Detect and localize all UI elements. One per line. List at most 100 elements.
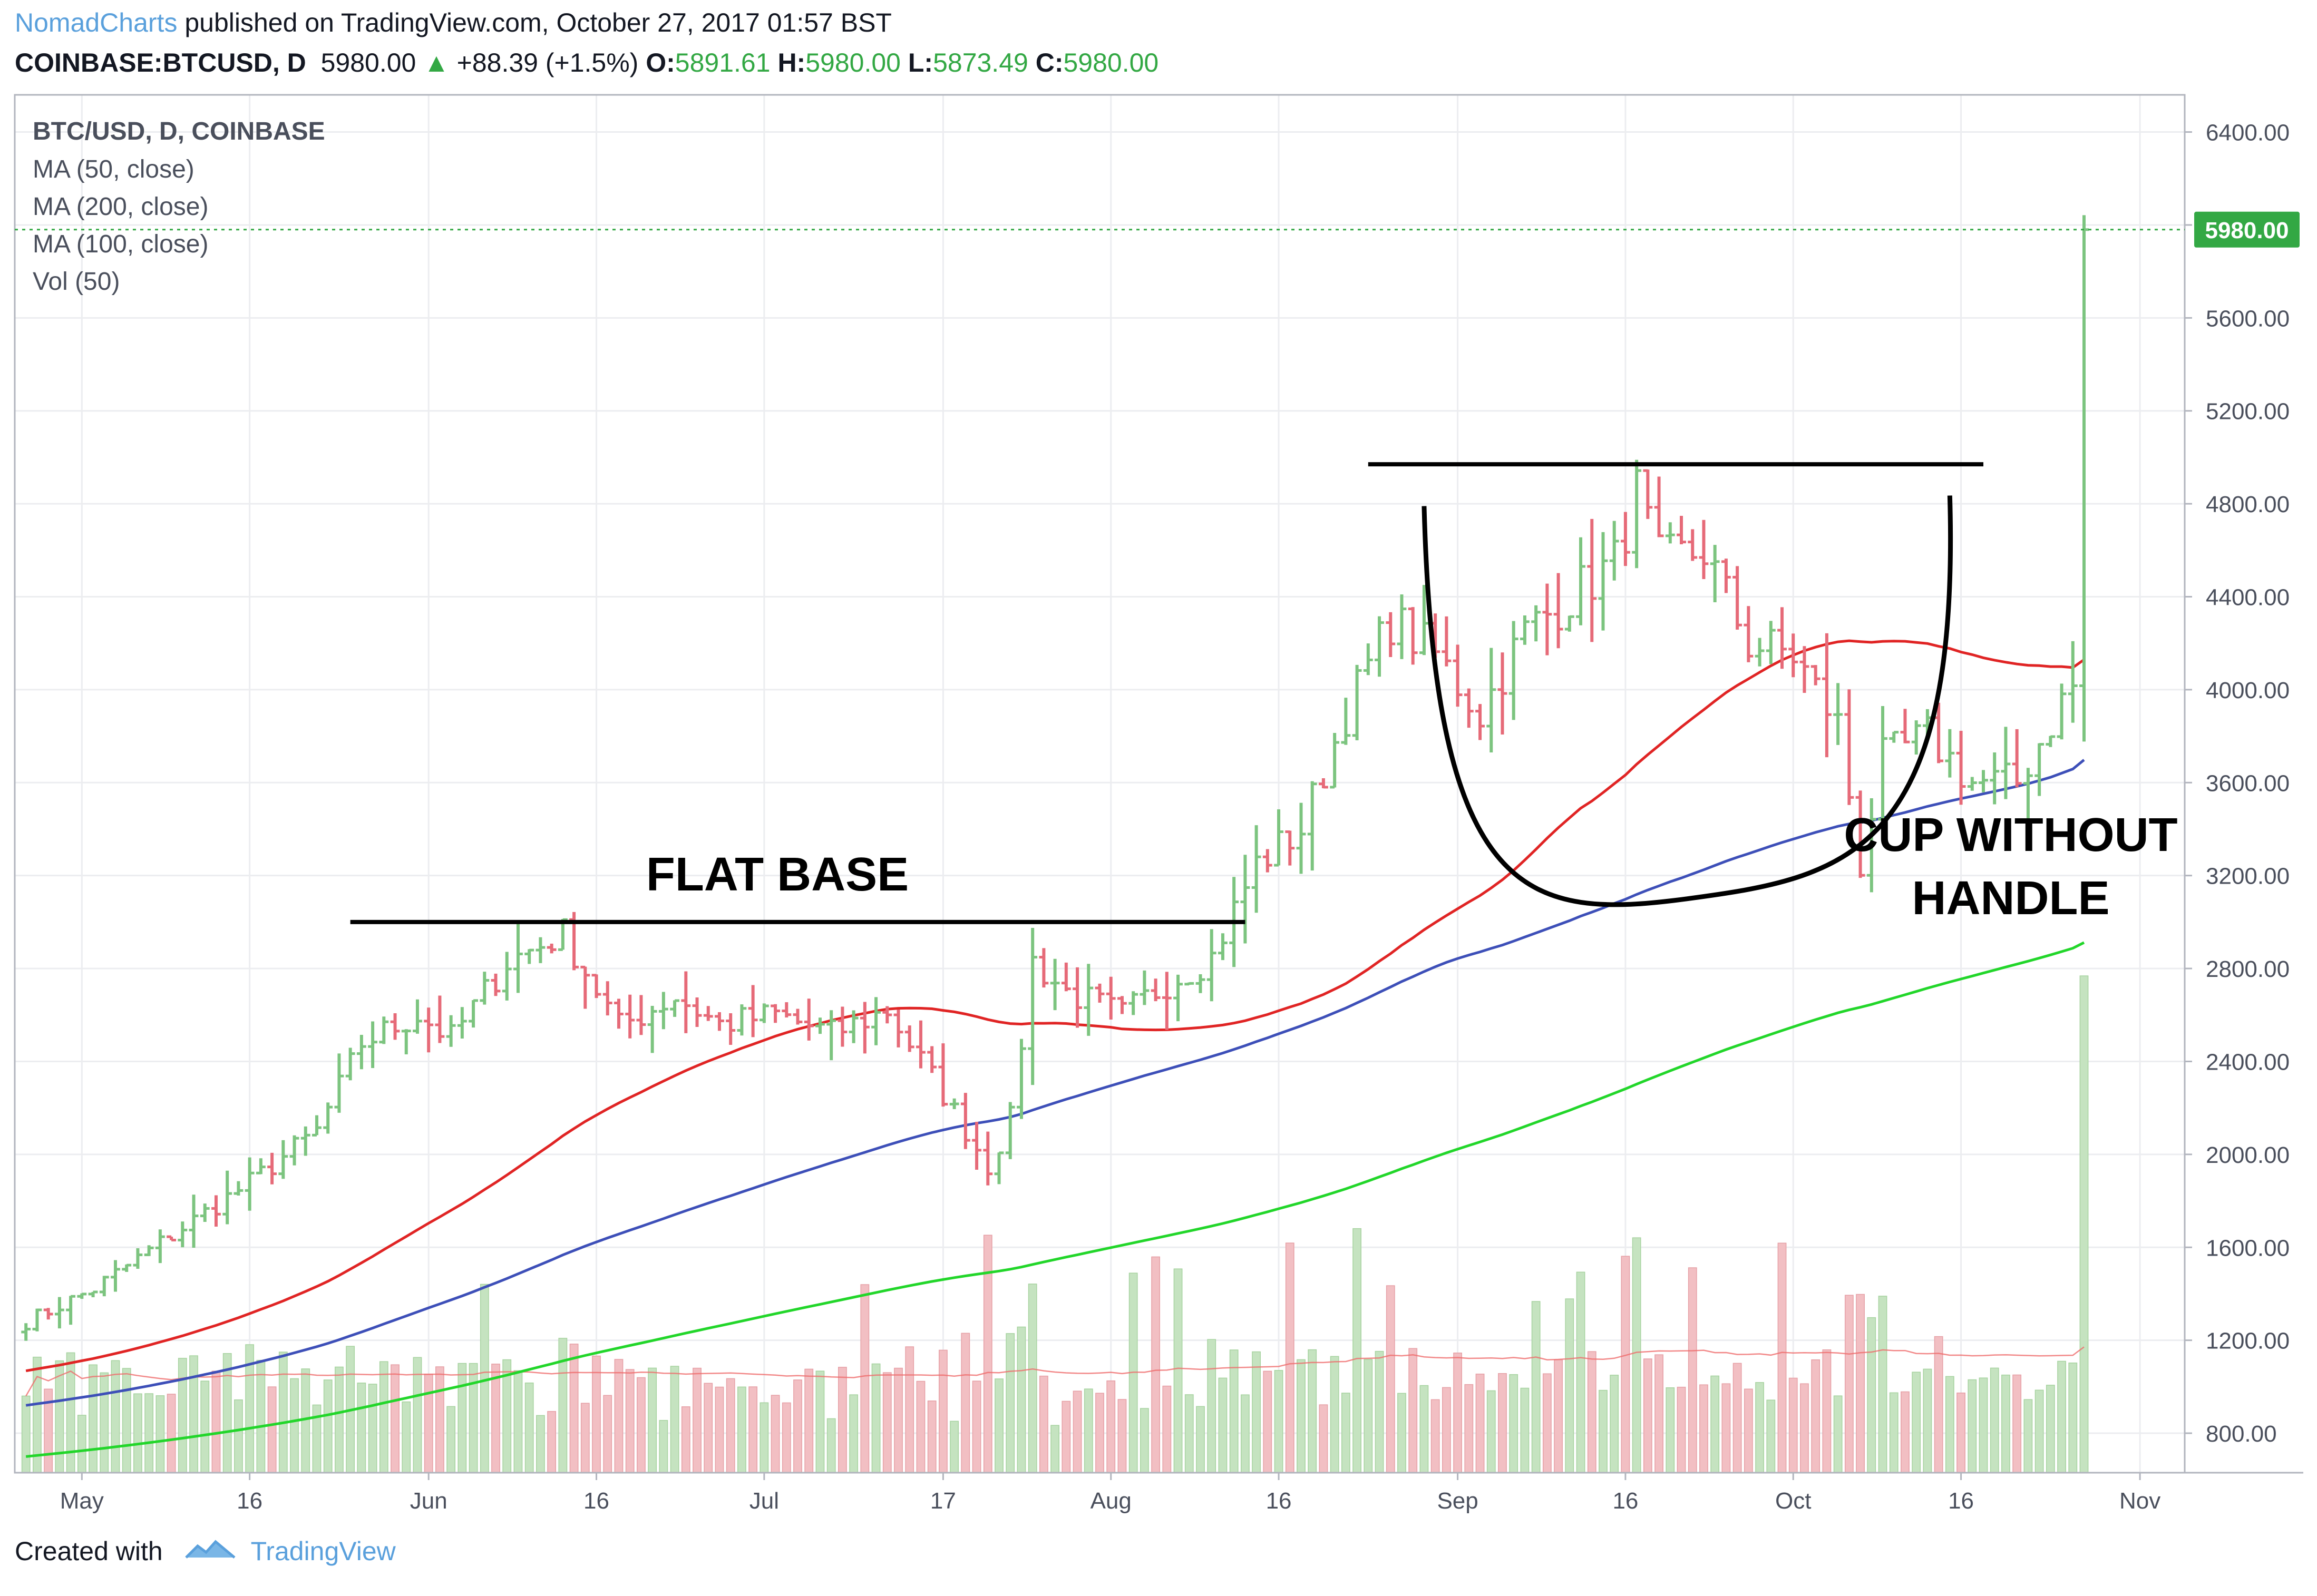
volume-bar xyxy=(637,1377,646,1473)
price-bar xyxy=(547,943,557,954)
price-bar xyxy=(1386,612,1396,657)
price-bar xyxy=(1486,648,1496,752)
volume-bar xyxy=(1196,1406,1205,1473)
price-bar xyxy=(1341,698,1351,745)
price-bar xyxy=(491,973,501,996)
price-bar xyxy=(580,965,590,1009)
volume-bar xyxy=(715,1386,724,1473)
volume-bar xyxy=(402,1401,411,1473)
price-bar xyxy=(1039,948,1049,988)
price-change: +88.39 (+1.5%) xyxy=(456,48,639,77)
volume-ma-series xyxy=(25,1346,2085,1397)
price-bar xyxy=(1307,781,1317,871)
volume-bar xyxy=(469,1363,478,1473)
published-text: published on TradingView.com, October 27… xyxy=(184,8,892,37)
price-bar xyxy=(1945,729,1955,778)
price-bar xyxy=(1810,665,1821,686)
price-bar xyxy=(838,1006,848,1047)
price-tick-label: 5200.00 xyxy=(2206,399,2290,425)
price-bar xyxy=(1755,638,1765,667)
author-link[interactable]: NomadCharts xyxy=(15,8,178,37)
price-bar xyxy=(1632,459,1642,569)
legend-ma50[interactable]: MA (50, close) xyxy=(33,155,194,183)
price-bar xyxy=(1799,646,1809,693)
price-bar xyxy=(782,1002,792,1018)
volume-bar xyxy=(1151,1256,1160,1473)
price-tick-label: 4400.00 xyxy=(2206,585,2290,611)
price-tick-label: 2000.00 xyxy=(2206,1142,2290,1168)
volume-bar xyxy=(1542,1373,1552,1473)
volume-bar xyxy=(860,1284,870,1473)
price-bar xyxy=(748,985,758,1037)
volume-bar xyxy=(1956,1392,1965,1473)
price-bar xyxy=(804,998,814,1041)
volume-bar xyxy=(1430,1399,1440,1473)
volume-bar xyxy=(1923,1368,1932,1473)
price-bar xyxy=(1587,518,1597,642)
price-bar xyxy=(1117,996,1127,1014)
price-tick-label: 3600.00 xyxy=(2206,770,2290,796)
time-tick-label: 16 xyxy=(1266,1488,1292,1514)
volume-bar xyxy=(569,1344,579,1473)
price-bar xyxy=(323,1102,333,1134)
price-bar xyxy=(1475,704,1485,740)
price-bar xyxy=(1464,688,1474,728)
time-axis[interactable]: May 16 Jun 16 Jul 17 Aug 16 Sep 16 Oct 16 Nov xyxy=(60,1473,2160,1514)
price-bar xyxy=(435,995,445,1043)
price-bar xyxy=(446,1015,456,1047)
legend-volume[interactable]: Vol (50) xyxy=(33,268,120,296)
tradingview-logo-icon[interactable] xyxy=(184,1536,237,1570)
price-bar xyxy=(1061,962,1071,992)
volume-bar xyxy=(1375,1350,1384,1473)
price-bar xyxy=(457,1007,467,1039)
price-bar xyxy=(122,1264,132,1272)
symbol-label: COINBASE:BTCUSD, D xyxy=(15,48,306,77)
volume-bar xyxy=(1319,1404,1328,1473)
price-bar xyxy=(1363,643,1373,675)
price-bar xyxy=(1911,720,1921,755)
ma200-line xyxy=(25,941,2085,1458)
price-bar xyxy=(614,998,624,1029)
price-bar xyxy=(1766,621,1776,664)
price-bar xyxy=(1497,652,1507,735)
volume-bar xyxy=(1386,1285,1395,1473)
price-bar xyxy=(815,1017,825,1034)
legend-ma100[interactable]: MA (100, close) xyxy=(33,230,208,258)
price-bar xyxy=(1408,607,1418,665)
volume-bar xyxy=(894,1367,903,1473)
volume-bar xyxy=(782,1402,791,1473)
volume-bar xyxy=(1475,1374,1485,1473)
price-bar xyxy=(771,1004,780,1023)
moving-averages xyxy=(25,639,2085,1458)
volume-bar xyxy=(983,1235,992,1473)
volume-bar xyxy=(1520,1387,1530,1473)
price-bar xyxy=(2079,215,2089,742)
price-bar xyxy=(1710,545,1720,603)
flat-base-label: FLAT BASE xyxy=(646,848,909,901)
volume-bar xyxy=(1297,1359,1306,1473)
volume-bar xyxy=(1822,1349,1832,1473)
price-axis[interactable]: 800.00 1200.00 1600.00 2000.00 2400.00 2800.0… xyxy=(2185,120,2290,1447)
price-bar xyxy=(2034,743,2045,796)
price-bar xyxy=(1889,731,1899,743)
price-bar xyxy=(2057,683,2067,740)
price-bar xyxy=(938,1043,948,1107)
tradingview-brand[interactable]: TradingView xyxy=(250,1536,396,1566)
price-bar xyxy=(144,1245,154,1257)
price-bar xyxy=(591,974,601,998)
price-bar xyxy=(1721,559,1731,593)
price-bar xyxy=(972,1121,981,1170)
time-tick-label: Jun xyxy=(410,1488,447,1514)
price-bar xyxy=(267,1152,277,1184)
legend-title: BTC/USD, D, COINBASE xyxy=(33,118,325,145)
price-bar xyxy=(1878,706,1887,821)
volume-bar xyxy=(972,1380,981,1473)
price-bar xyxy=(849,1010,859,1043)
cup-label-line1: CUP WITHOUT xyxy=(1844,809,2177,861)
volume-bar xyxy=(1509,1374,1518,1473)
volume-bar xyxy=(961,1333,970,1473)
legend-ma200[interactable]: MA (200, close) xyxy=(33,193,208,221)
price-bar xyxy=(983,1131,993,1186)
price-bar xyxy=(1621,512,1630,566)
